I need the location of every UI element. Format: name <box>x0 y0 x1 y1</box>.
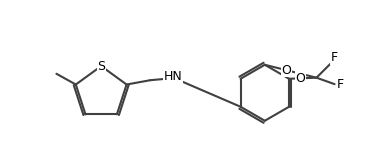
Text: O: O <box>281 64 291 77</box>
Text: S: S <box>97 60 105 72</box>
Text: HN: HN <box>164 70 183 83</box>
Text: F: F <box>330 51 337 64</box>
Text: O: O <box>296 72 306 85</box>
Text: F: F <box>337 78 344 91</box>
